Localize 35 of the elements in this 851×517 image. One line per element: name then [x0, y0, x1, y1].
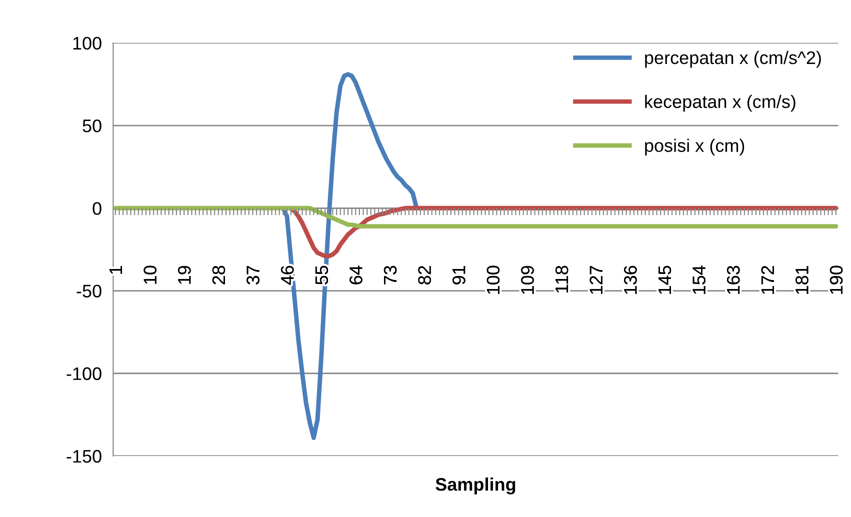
x-tick-label: 127 — [590, 266, 602, 294]
x-tick-label: 163 — [726, 266, 740, 294]
y-tick-label: 100 — [73, 36, 102, 50]
x-tick-label: 145 — [658, 266, 672, 294]
legend-label: kecepatan x (cm/s) — [645, 94, 796, 112]
x-tick-label: 37 — [246, 266, 260, 284]
x-tick-label: 181 — [796, 266, 808, 294]
y-tick-label: -100 — [66, 367, 102, 380]
y-tick-label: -50 — [76, 284, 102, 298]
x-tick-label: 154 — [692, 266, 706, 294]
x-tick-label: 55 — [315, 266, 328, 284]
y-tick-label: 0 — [92, 202, 102, 215]
x-tick-label: 73 — [384, 266, 397, 284]
x-tick-label: 10 — [144, 266, 156, 284]
x-tick-label: 118 — [555, 266, 568, 292]
line-series — [280, 72, 419, 440]
y-tick-label: -150 — [66, 450, 102, 463]
x-tick-label: 46 — [280, 266, 294, 285]
x-tick-label: 109 — [521, 266, 534, 294]
x-tick-label: 64 — [350, 266, 362, 284]
x-tick-label: 82 — [418, 266, 431, 284]
x-tick-label: 1 — [110, 266, 122, 274]
x-axis-title: Sampling — [436, 478, 516, 494]
legend-label: posisi x (cm) — [645, 138, 744, 156]
line-series — [288, 206, 838, 258]
x-tick-label: 19 — [178, 266, 191, 284]
x-tick-label: 136 — [624, 266, 637, 294]
legend-label: percepatan x (cm/s^2) — [645, 50, 821, 68]
x-tick-label: 172 — [761, 266, 774, 294]
x-tick-label: 190 — [830, 266, 843, 294]
x-tick-label: 91 — [452, 266, 466, 284]
y-tick-label: 50 — [82, 119, 102, 132]
x-tick-label: 100 — [486, 266, 500, 294]
x-tick-label: 28 — [212, 266, 226, 284]
line-series — [113, 206, 838, 229]
